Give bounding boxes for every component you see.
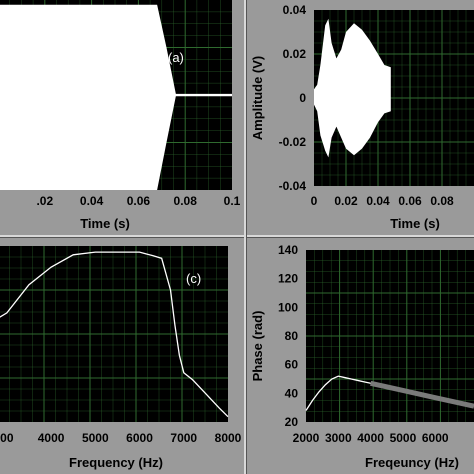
chart-d-series-line: [305, 375, 371, 411]
chart-d-xtick-label: 4000: [357, 431, 384, 445]
chart-d-series-thick: [370, 380, 474, 409]
chart-d-ytick-label: 80: [285, 329, 299, 343]
chart-b-xtick-label: 0.02: [334, 194, 358, 208]
chart-b-waveform-envelope: [314, 18, 391, 158]
chart-b-tick-labels: 0 0.02 0.04 0.06 0.08 0.04 0.02 0 -0.02 -0.04: [279, 3, 454, 208]
chart-c-marks: [0, 251, 229, 418]
chart-c-magnitude-spectrum: 00 4000 5000 6000 7000 8000 (c) Frequency (Hz…: [0, 246, 242, 470]
chart-b-xlabel: Time (s): [390, 216, 440, 231]
chart-c-series-line: [0, 251, 229, 418]
chart-d-ytick-label: 100: [278, 300, 298, 314]
chart-b-ytick-label: 0.04: [283, 3, 307, 17]
chart-a-tick-labels: .02 0.04 0.06 0.08 0.1: [36, 194, 240, 208]
chart-d-ytick-label: 140: [278, 243, 298, 257]
chart-b-ytick-label: -0.02: [279, 135, 307, 149]
chart-c-xtick-label: 6000: [126, 431, 153, 445]
chart-b-xtick-label: 0.04: [366, 194, 390, 208]
chart-d-ytick-label: 120: [278, 272, 298, 286]
chart-b-ytick-label: 0: [299, 91, 306, 105]
chart-b-amplitude: 0 0.02 0.04 0.06 0.08 0.04 0.02 0 -0.02 -0.04 Tim…: [250, 3, 474, 231]
chart-c-grid: [0, 246, 228, 422]
chart-d-ylabel: Phase (rad): [250, 311, 265, 382]
chart-b-xtick-label: 0.06: [398, 194, 422, 208]
chart-d-ytick-label: 60: [285, 358, 299, 372]
chart-d-grid: [306, 250, 474, 422]
chart-a-annotation: (a): [168, 50, 184, 65]
chart-d-xtick-label: 5000: [390, 431, 417, 445]
chart-c-xtick-label: 7000: [170, 431, 197, 445]
chart-a-time-signal: .02 0.04 0.06 0.08 0.1 (a) Time (s): [0, 0, 241, 231]
chart-c-annotation: (c): [186, 271, 201, 286]
chart-a-xtick-label: 0.1: [224, 194, 241, 208]
chart-b-ytick-label: -0.04: [279, 179, 307, 193]
chart-c-xtick-label: 8000: [215, 431, 242, 445]
chart-a-xtick-label: 0.08: [174, 194, 198, 208]
chart-d-marks: [305, 375, 474, 411]
chart-a-xlabel: Time (s): [80, 216, 130, 231]
chart-a-marks: [0, 4, 232, 190]
chart-d-ytick-label: 20: [285, 415, 299, 429]
chart-a-xtick-label: 0.04: [80, 194, 104, 208]
chart-c-xlabel: Frequency (Hz): [69, 455, 163, 470]
chart-d-phase-spectrum: 2000 3000 4000 5000 6000 140 120 100 80 60 40 20 Fr…: [250, 243, 474, 470]
chart-a-waveform-envelope: [0, 4, 232, 190]
chart-c-xtick-label: 00: [0, 431, 14, 445]
chart-b-xtick-label: 0.08: [430, 194, 454, 208]
chart-a-xtick-label: .02: [36, 194, 53, 208]
chart-d-ytick-label: 40: [285, 386, 299, 400]
chart-c-xtick-label: 5000: [82, 431, 109, 445]
chart-d-tick-labels: 2000 3000 4000 5000 6000 140 120 100 80 60 40 20: [278, 243, 449, 445]
chart-d-xtick-label: 3000: [325, 431, 352, 445]
chart-c-tick-labels: 00 4000 5000 6000 7000 8000: [0, 431, 242, 445]
chart-d-xtick-label: 2000: [293, 431, 320, 445]
chart-a-xtick-label: 0.06: [127, 194, 151, 208]
chart-b-ylabel: Amplitude (V): [250, 56, 265, 141]
chart-b-ytick-label: 0.02: [283, 47, 307, 61]
chart-c-xtick-label: 4000: [38, 431, 65, 445]
chart-d-xlabel: Freqeuncy (Hz): [365, 455, 459, 470]
chart-b-xtick-label: 0: [311, 194, 318, 208]
chart-b-marks: [314, 18, 391, 158]
chart-d-xtick-label: 6000: [422, 431, 449, 445]
